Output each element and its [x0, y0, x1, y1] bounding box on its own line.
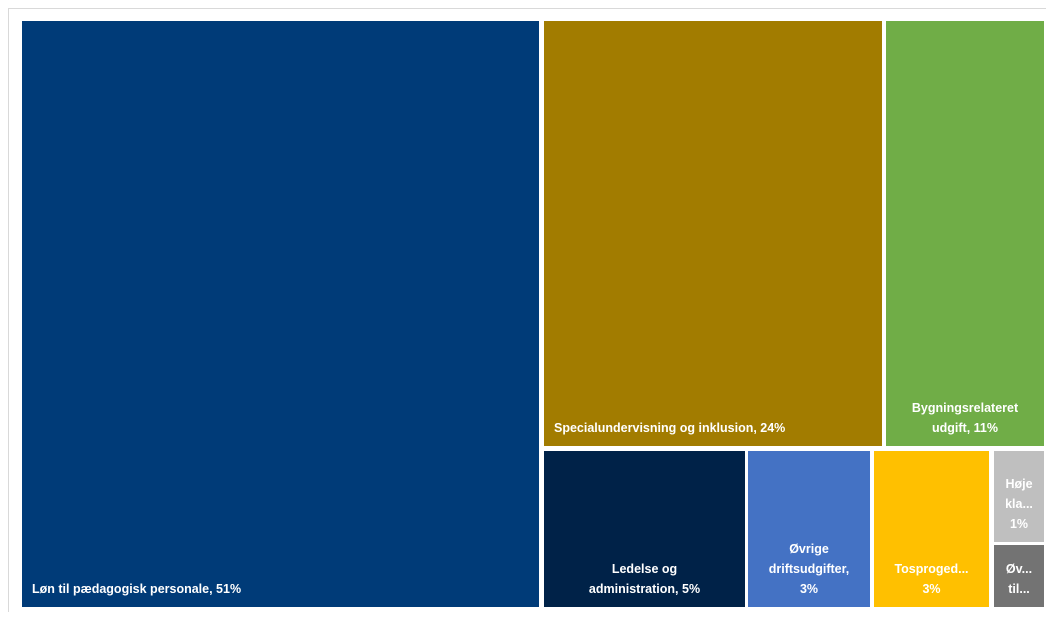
treemap-label: 1% [1010, 517, 1028, 531]
treemap-label: Tosproged... [894, 562, 968, 576]
treemap-label: Øvrige [789, 542, 829, 556]
treemap-rect [544, 451, 745, 607]
treemap-label: Specialundervisning og inklusion, 24% [554, 421, 785, 435]
treemap-tile-tosproged: Tosproged... 3% [874, 451, 989, 607]
treemap-label: Øv... [1006, 562, 1032, 576]
treemap-tile-h-je-kla: Høje kla... 1% [994, 451, 1044, 542]
treemap-label: Ledelse og [612, 562, 677, 576]
treemap-tile-bygningsrelateret-udgift: Bygningsrelateret udgift, 11% [886, 21, 1044, 446]
treemap-label: 3% [800, 582, 818, 596]
treemap-label: 3% [922, 582, 940, 596]
treemap-rect [994, 451, 1044, 542]
treemap-label: Løn til pædagogisk personale, 51% [32, 582, 241, 596]
chart-frame [8, 8, 1046, 612]
treemap-tile-specialundervisning-og-inklusion: Specialundervisning og inklusion, 24% [544, 21, 882, 446]
treemap-rect [886, 21, 1044, 446]
treemap-rect [748, 451, 870, 607]
treemap-rect [22, 21, 539, 607]
treemap-rect [544, 21, 882, 446]
treemap-label: Bygningsrelateret [912, 401, 1019, 415]
treemap-label: Høje [1005, 477, 1032, 491]
treemap-label: administration, 5% [589, 582, 700, 596]
treemap-tile-l-n-til-p-dagogisk-personale: Løn til pædagogisk personale, 51% [22, 21, 539, 607]
treemap-label: kla... [1005, 497, 1033, 511]
treemap-label: driftsudgifter, [769, 562, 850, 576]
treemap-tile-vrige-driftsudgifter: Øvrige driftsudgifter, 3% [748, 451, 870, 607]
treemap-label: udgift, 11% [932, 421, 998, 435]
treemap-rect [874, 451, 989, 607]
treemap-tile-v-til: Øv... til... [994, 545, 1044, 607]
treemap-label: til... [1008, 582, 1030, 596]
treemap-tile-ledelse-og-administration: Ledelse og administration, 5% [544, 451, 745, 607]
treemap-rect [994, 545, 1044, 607]
